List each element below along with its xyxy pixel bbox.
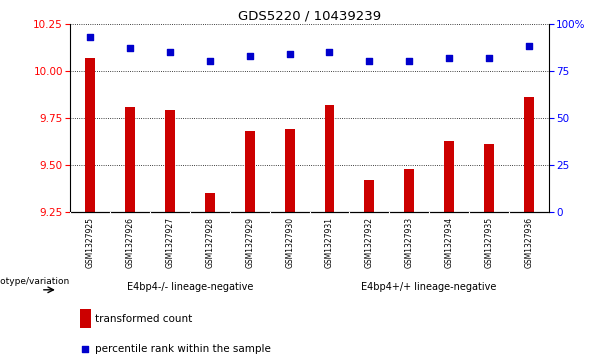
Point bbox=[205, 58, 215, 64]
Text: GSM1327934: GSM1327934 bbox=[444, 217, 454, 268]
Point bbox=[325, 49, 335, 55]
Bar bbox=[80, 309, 91, 328]
Point bbox=[245, 53, 255, 58]
Text: GSM1327930: GSM1327930 bbox=[285, 217, 294, 268]
Point bbox=[86, 34, 96, 40]
Bar bbox=[444, 140, 454, 212]
Text: genotype/variation: genotype/variation bbox=[0, 277, 70, 286]
Point bbox=[364, 58, 374, 64]
Text: GSM1327926: GSM1327926 bbox=[126, 217, 135, 268]
Bar bbox=[364, 180, 375, 212]
Bar bbox=[165, 110, 175, 212]
Text: GSM1327927: GSM1327927 bbox=[166, 217, 175, 268]
Bar bbox=[484, 144, 494, 212]
Point bbox=[284, 51, 294, 57]
Point bbox=[80, 346, 90, 352]
Bar bbox=[205, 193, 215, 212]
Point bbox=[524, 43, 533, 49]
Point bbox=[484, 55, 494, 61]
Bar bbox=[524, 97, 534, 212]
Text: GSM1327925: GSM1327925 bbox=[86, 217, 95, 268]
Point bbox=[125, 45, 135, 51]
Point bbox=[444, 55, 454, 61]
Text: percentile rank within the sample: percentile rank within the sample bbox=[95, 344, 271, 354]
Text: GSM1327933: GSM1327933 bbox=[405, 217, 414, 268]
Text: GSM1327931: GSM1327931 bbox=[325, 217, 334, 268]
Text: transformed count: transformed count bbox=[95, 314, 192, 323]
Point bbox=[405, 58, 414, 64]
Bar bbox=[245, 131, 255, 212]
Text: GSM1327928: GSM1327928 bbox=[205, 217, 215, 268]
Bar bbox=[85, 58, 96, 212]
Text: GSM1327935: GSM1327935 bbox=[484, 217, 493, 268]
Bar bbox=[284, 129, 295, 212]
Text: GSM1327929: GSM1327929 bbox=[245, 217, 254, 268]
Bar bbox=[404, 169, 414, 212]
Bar bbox=[324, 105, 335, 212]
Point bbox=[166, 49, 175, 55]
Title: GDS5220 / 10439239: GDS5220 / 10439239 bbox=[238, 9, 381, 23]
Text: GSM1327932: GSM1327932 bbox=[365, 217, 374, 268]
Bar bbox=[125, 107, 135, 212]
Text: GSM1327936: GSM1327936 bbox=[524, 217, 533, 268]
Text: E4bp4-/- lineage-negative: E4bp4-/- lineage-negative bbox=[127, 282, 253, 292]
Text: E4bp4+/+ lineage-negative: E4bp4+/+ lineage-negative bbox=[362, 282, 497, 292]
